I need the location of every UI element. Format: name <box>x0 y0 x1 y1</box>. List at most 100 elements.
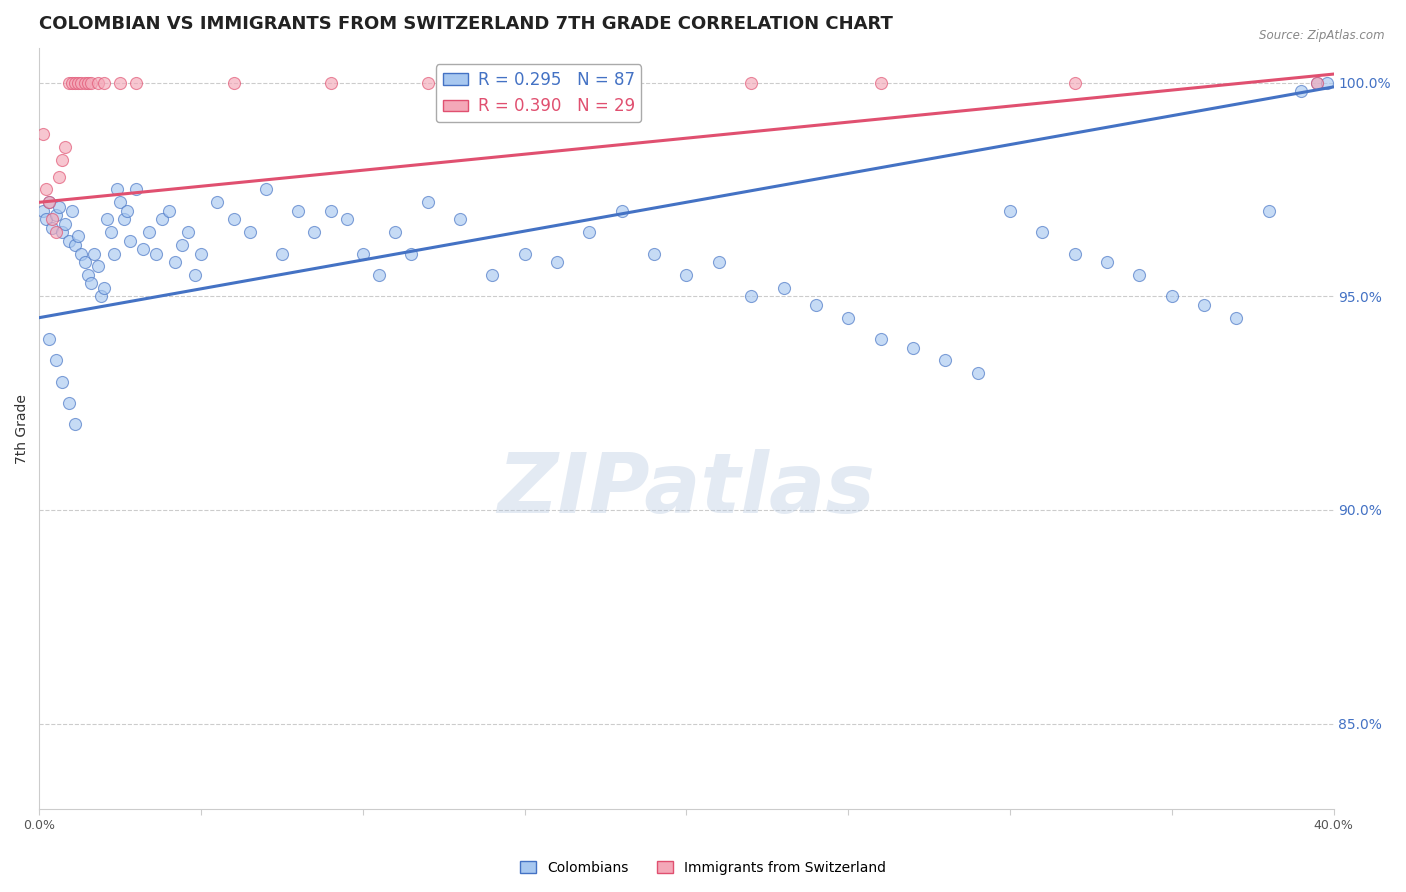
Point <box>1316 76 1339 90</box>
Point <box>58 396 80 410</box>
Point <box>319 76 342 90</box>
Point <box>177 225 200 239</box>
Point <box>1031 225 1053 239</box>
Point <box>183 268 205 282</box>
Point <box>150 212 173 227</box>
Point <box>38 332 60 346</box>
Point <box>157 203 180 218</box>
Point <box>1306 76 1329 90</box>
Point <box>35 212 58 227</box>
Point <box>546 255 568 269</box>
Point <box>125 182 148 196</box>
Point <box>60 203 83 218</box>
Point <box>165 255 187 269</box>
Point <box>105 182 128 196</box>
Point <box>513 76 536 90</box>
Legend: R = 0.295   N = 87, R = 0.390   N = 29: R = 0.295 N = 87, R = 0.390 N = 29 <box>436 64 641 122</box>
Point <box>287 203 309 218</box>
Point <box>222 212 245 227</box>
Point <box>1063 76 1085 90</box>
Point <box>804 298 827 312</box>
Point <box>38 195 60 210</box>
Point <box>707 255 730 269</box>
Point <box>73 76 96 90</box>
Point <box>304 225 326 239</box>
Text: Source: ZipAtlas.com: Source: ZipAtlas.com <box>1260 29 1385 42</box>
Point <box>112 212 135 227</box>
Point <box>86 76 108 90</box>
Point <box>63 238 86 252</box>
Point <box>77 76 100 90</box>
Point <box>1289 84 1312 98</box>
Point <box>93 76 115 90</box>
Point <box>58 234 80 248</box>
Point <box>138 225 160 239</box>
Point <box>45 225 67 239</box>
Point <box>401 246 423 260</box>
Point <box>1257 203 1279 218</box>
Point <box>51 225 73 239</box>
Point <box>103 246 125 260</box>
Point <box>368 268 391 282</box>
Point <box>67 229 90 244</box>
Point <box>966 366 988 380</box>
Point <box>319 203 342 218</box>
Point <box>1306 76 1329 90</box>
Point <box>740 76 762 90</box>
Text: COLOMBIAN VS IMMIGRANTS FROM SWITZERLAND 7TH GRADE CORRELATION CHART: COLOMBIAN VS IMMIGRANTS FROM SWITZERLAND… <box>39 15 893 33</box>
Point <box>110 76 132 90</box>
Point <box>772 281 794 295</box>
Point <box>51 375 73 389</box>
Point <box>110 195 132 210</box>
Point <box>1128 268 1150 282</box>
Point <box>869 76 891 90</box>
Point <box>271 246 294 260</box>
Point <box>31 203 53 218</box>
Point <box>132 242 155 256</box>
Point <box>31 127 53 141</box>
Point <box>45 208 67 222</box>
Point <box>118 234 141 248</box>
Point <box>578 225 600 239</box>
Point <box>67 76 90 90</box>
Point <box>740 289 762 303</box>
Point <box>115 203 138 218</box>
Point <box>145 246 167 260</box>
Point <box>481 268 503 282</box>
Point <box>80 76 103 90</box>
Point <box>934 353 956 368</box>
Point <box>80 277 103 291</box>
Point <box>53 217 76 231</box>
Text: ZIPatlas: ZIPatlas <box>498 449 876 530</box>
Point <box>449 212 471 227</box>
Point <box>96 212 118 227</box>
Point <box>60 76 83 90</box>
Point <box>513 246 536 260</box>
Point <box>51 153 73 167</box>
Point <box>93 281 115 295</box>
Point <box>222 76 245 90</box>
Point <box>63 417 86 432</box>
Point <box>53 139 76 153</box>
Point <box>837 310 859 325</box>
Point <box>86 260 108 274</box>
Point <box>416 195 439 210</box>
Point <box>352 246 374 260</box>
Point <box>100 225 122 239</box>
Point <box>70 246 93 260</box>
Point <box>675 268 697 282</box>
Point <box>63 76 86 90</box>
Point <box>70 76 93 90</box>
Legend: Colombians, Immigrants from Switzerland: Colombians, Immigrants from Switzerland <box>515 855 891 880</box>
Point <box>170 238 193 252</box>
Point <box>207 195 229 210</box>
Point <box>41 220 63 235</box>
Y-axis label: 7th Grade: 7th Grade <box>15 393 30 464</box>
Point <box>41 212 63 227</box>
Point <box>869 332 891 346</box>
Point <box>83 246 105 260</box>
Point <box>58 76 80 90</box>
Point <box>384 225 406 239</box>
Point <box>610 76 633 90</box>
Point <box>643 246 665 260</box>
